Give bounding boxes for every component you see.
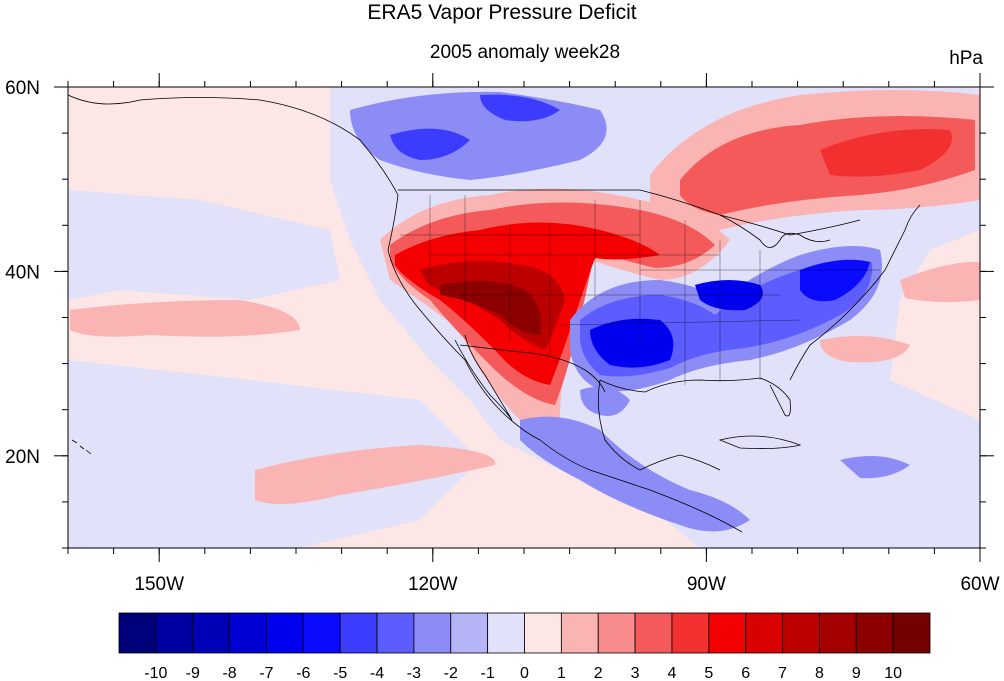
colorbar-label: -3 <box>407 665 421 681</box>
colorbar-swatch <box>155 612 194 654</box>
colorbar-swatch <box>782 612 820 654</box>
anomaly-region-neg1-south <box>68 360 480 548</box>
colorbar-label: -2 <box>444 665 458 681</box>
colorbar-label: -8 <box>222 665 236 681</box>
y-tick-label: 20N <box>5 447 40 468</box>
x-tick-label: 60W <box>960 574 999 595</box>
colorbar-swatch <box>266 612 304 654</box>
anomaly-region-pos-canada-core <box>820 129 952 177</box>
x-axis: 150W 120W 90W 60W <box>67 73 1000 595</box>
coastlines <box>68 94 921 533</box>
anomaly-region-neg-caribbean <box>840 456 910 479</box>
colorbar-label: 2 <box>594 665 603 681</box>
x-tick-label: 120W <box>408 574 458 595</box>
colorbar-swatch <box>487 612 525 654</box>
us-mexico-border <box>459 344 606 393</box>
anomaly-region-neg-gulf <box>580 386 630 416</box>
colorbar-label: -5 <box>333 665 347 681</box>
map-plot-area <box>68 87 980 548</box>
us-canada-border <box>398 189 861 236</box>
anomaly-region-pos-sw-max <box>440 281 541 335</box>
colorbar-label: -1 <box>481 665 495 681</box>
colorbar-swatch <box>560 612 599 654</box>
great-lakes <box>719 214 831 248</box>
x-tick-label: 90W <box>687 574 726 595</box>
colorbar-label: -4 <box>370 665 384 681</box>
anomaly-region-pos-atlantic2 <box>900 261 980 303</box>
figure-title: ERA5 Vapor Pressure Deficit <box>367 1 636 24</box>
colorbar-swatch <box>229 612 267 654</box>
colorbar-label: -7 <box>259 665 273 681</box>
colorbar-label: -10 <box>144 665 167 681</box>
anomaly-region-neg-texas-core <box>590 318 674 368</box>
colorbar-swatch <box>450 612 489 654</box>
east-coast <box>789 204 921 381</box>
mexico-gulf <box>597 379 721 471</box>
colorbar-label: 9 <box>852 665 861 681</box>
colorbar-label: 0 <box>520 665 529 681</box>
anomaly-region-neg-central-america <box>520 416 750 532</box>
y-axis: 60N 40N 20N <box>5 78 994 549</box>
state-line <box>559 319 801 326</box>
anomaly-region-neg-nw-canada-core <box>390 94 560 160</box>
anomaly-region-pos-pacific <box>70 300 300 337</box>
colorbar-swatch <box>376 612 415 654</box>
colorbar-label: 3 <box>631 665 640 681</box>
colorbar-label: -9 <box>186 665 200 681</box>
colorbar-swatch <box>597 612 636 654</box>
colorbar-label: 1 <box>557 665 566 681</box>
colorbar-swatch <box>339 612 378 654</box>
x-tick-label: 150W <box>134 574 184 595</box>
baja-california <box>454 334 513 421</box>
anomaly-region-neg1-west <box>68 190 340 300</box>
anomaly-region-pos-pacific2 <box>255 445 496 504</box>
state-lines <box>400 195 880 385</box>
colorbar-swatch <box>192 612 230 654</box>
figure-subtitle: 2005 anomaly week28 <box>430 42 620 63</box>
colorbar-swatch <box>745 612 783 654</box>
north-america-west-coast <box>68 94 743 533</box>
colorbar-swatch <box>671 612 710 654</box>
colorbar-label: 5 <box>704 665 713 681</box>
units-label: hPa <box>949 48 983 69</box>
colorbar-swatch <box>118 612 157 654</box>
colorbar-swatch <box>634 612 673 654</box>
colorbar-swatch <box>892 612 931 654</box>
colorbar-label: 8 <box>815 665 824 681</box>
colorbar-label: -6 <box>296 665 310 681</box>
y-tick-label: 40N <box>5 262 40 283</box>
y-tick-label: 60N <box>5 78 40 99</box>
colorbar-label: 6 <box>741 665 750 681</box>
cuba <box>718 435 802 449</box>
hawaii <box>71 439 92 455</box>
colorbar-label: 10 <box>884 665 902 681</box>
anomaly-region-pos-atlantic <box>820 336 910 363</box>
colorbar-label: 7 <box>778 665 787 681</box>
colorbar: -10 -9 -8 -7 -6 -5 -4 -3 -2 -1 0 1 2 3 4 5 6 7 8 9 10 <box>118 612 931 681</box>
colorbar-swatch <box>413 612 452 654</box>
colorbar-swatch <box>855 612 894 654</box>
anomaly-field <box>68 88 980 548</box>
colorbar-label: 4 <box>668 665 677 681</box>
colorbar-swatch <box>302 612 341 654</box>
colorbar-swatch <box>524 612 562 654</box>
colorbar-swatch <box>819 612 857 654</box>
colorbar-swatch <box>708 612 747 654</box>
